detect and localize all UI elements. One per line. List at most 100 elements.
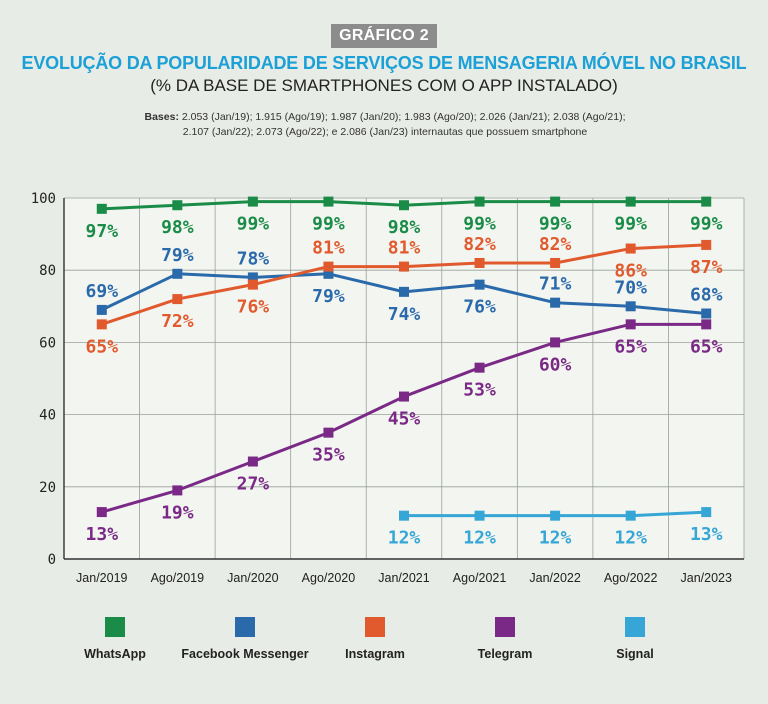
data-label-instagram: 81% [388, 238, 421, 259]
data-label-telegram: 65% [614, 336, 647, 357]
data-label-instagram: 76% [237, 297, 270, 318]
legend-swatch-facebook-messenger [235, 617, 255, 637]
data-label-instagram: 65% [86, 336, 119, 357]
data-point-signal [399, 510, 409, 521]
x-tick-label: Jan/2020 [227, 571, 278, 585]
legend-label-facebook-messenger: Facebook Messenger [181, 647, 309, 661]
data-label-facebook-messenger: 76% [463, 297, 496, 318]
data-point-whatsapp [550, 196, 561, 207]
bases-label: Bases: [144, 111, 179, 123]
data-point-whatsapp [247, 196, 258, 207]
data-label-facebook-messenger: 68% [690, 285, 723, 306]
data-label-signal: 12% [539, 528, 572, 549]
data-point-signal [625, 510, 636, 521]
data-label-signal: 12% [388, 528, 421, 549]
data-label-instagram: 72% [161, 311, 194, 332]
data-label-telegram: 13% [86, 524, 119, 545]
data-label-facebook-messenger: 74% [388, 304, 421, 325]
data-label-signal: 13% [690, 524, 723, 545]
data-point-telegram [399, 391, 409, 402]
data-point-facebook-messenger [96, 304, 107, 315]
data-label-instagram: 87% [690, 257, 723, 278]
data-point-whatsapp [96, 203, 107, 214]
chart-subtitle: (% DA BASE DE SMARTPHONES COM O APP INST… [150, 76, 618, 95]
bases-line-1: 2.053 (Jan/19); 1.915 (Ago/19); 1.987 (J… [181, 111, 626, 123]
data-point-whatsapp [474, 196, 485, 207]
legend-label-instagram: Instagram [345, 647, 405, 661]
legend-label-whatsapp: WhatsApp [84, 647, 146, 661]
y-tick-label: 100 [31, 191, 56, 207]
legend-item-signal: Signal [565, 617, 705, 661]
data-label-facebook-messenger: 78% [237, 248, 270, 269]
y-tick-label: 80 [39, 263, 56, 279]
data-point-whatsapp [701, 196, 712, 207]
x-tick-label: Ago/2019 [151, 571, 205, 585]
y-tick-label: 20 [39, 480, 56, 496]
bases-note: Bases: 2.053 (Jan/19); 1.915 (Ago/19); 1… [60, 110, 710, 140]
x-tick-label: Ago/2021 [453, 571, 507, 585]
data-label-whatsapp: 99% [690, 214, 723, 235]
data-point-telegram [96, 507, 107, 518]
legend-swatch-instagram [365, 617, 385, 637]
legend-swatch-whatsapp [105, 617, 125, 637]
data-label-instagram: 86% [614, 261, 647, 282]
data-point-whatsapp [625, 196, 636, 207]
data-label-telegram: 60% [539, 354, 572, 375]
data-label-whatsapp: 99% [237, 214, 270, 235]
data-label-telegram: 27% [237, 474, 270, 495]
legend-item-facebook-messenger: Facebook Messenger [175, 617, 315, 661]
data-point-signal [474, 510, 485, 521]
data-point-instagram [550, 257, 561, 268]
data-point-instagram [247, 279, 258, 290]
bases-line-2: 2.107 (Jan/22); 2.073 (Ago/22); e 2.086 … [182, 126, 588, 138]
data-label-telegram: 35% [312, 445, 345, 466]
data-label-telegram: 45% [388, 409, 421, 430]
data-point-signal [550, 510, 561, 521]
data-point-facebook-messenger [701, 308, 712, 319]
data-label-whatsapp: 99% [463, 214, 496, 235]
plot-area [64, 198, 744, 559]
data-point-instagram [474, 257, 485, 268]
data-point-instagram [399, 261, 409, 272]
data-label-facebook-messenger: 79% [161, 245, 194, 266]
data-point-whatsapp [323, 196, 334, 207]
data-point-instagram [323, 261, 334, 272]
data-label-facebook-messenger: 79% [312, 286, 345, 307]
data-point-telegram [550, 337, 561, 348]
y-tick-label: 60 [39, 335, 56, 351]
data-point-instagram [701, 239, 712, 250]
data-point-telegram [172, 485, 183, 496]
data-label-whatsapp: 99% [539, 214, 572, 235]
data-label-instagram: 82% [539, 234, 572, 255]
data-point-telegram [701, 319, 712, 330]
data-point-facebook-messenger [399, 286, 409, 297]
data-point-facebook-messenger [474, 279, 485, 290]
legend-item-telegram: Telegram [435, 617, 575, 661]
x-tick-label: Jan/2022 [529, 571, 580, 585]
x-tick-label: Jan/2023 [681, 571, 732, 585]
legend-swatch-signal [625, 617, 645, 637]
data-point-instagram [625, 243, 636, 254]
data-label-telegram: 53% [463, 380, 496, 401]
data-label-facebook-messenger: 70% [614, 277, 647, 298]
legend-item-instagram: Instagram [305, 617, 445, 661]
legend-item-whatsapp: WhatsApp [45, 617, 185, 661]
x-tick-label: Ago/2022 [604, 571, 658, 585]
data-point-facebook-messenger [172, 268, 183, 279]
data-point-facebook-messenger [247, 272, 258, 283]
data-point-facebook-messenger [550, 297, 561, 308]
data-label-whatsapp: 99% [312, 214, 345, 235]
data-label-instagram: 82% [463, 234, 496, 255]
x-tick-label: Jan/2021 [378, 571, 429, 585]
y-tick-label: 0 [48, 552, 56, 568]
data-label-facebook-messenger: 71% [539, 274, 572, 295]
data-point-instagram [172, 294, 183, 305]
data-point-instagram [96, 319, 107, 330]
data-label-whatsapp: 97% [86, 221, 119, 242]
data-label-facebook-messenger: 69% [86, 281, 119, 302]
data-label-whatsapp: 98% [388, 217, 421, 238]
data-label-whatsapp: 99% [614, 214, 647, 235]
legend-label-signal: Signal [616, 647, 654, 661]
data-label-instagram: 81% [312, 238, 345, 259]
data-label-whatsapp: 98% [161, 217, 194, 238]
